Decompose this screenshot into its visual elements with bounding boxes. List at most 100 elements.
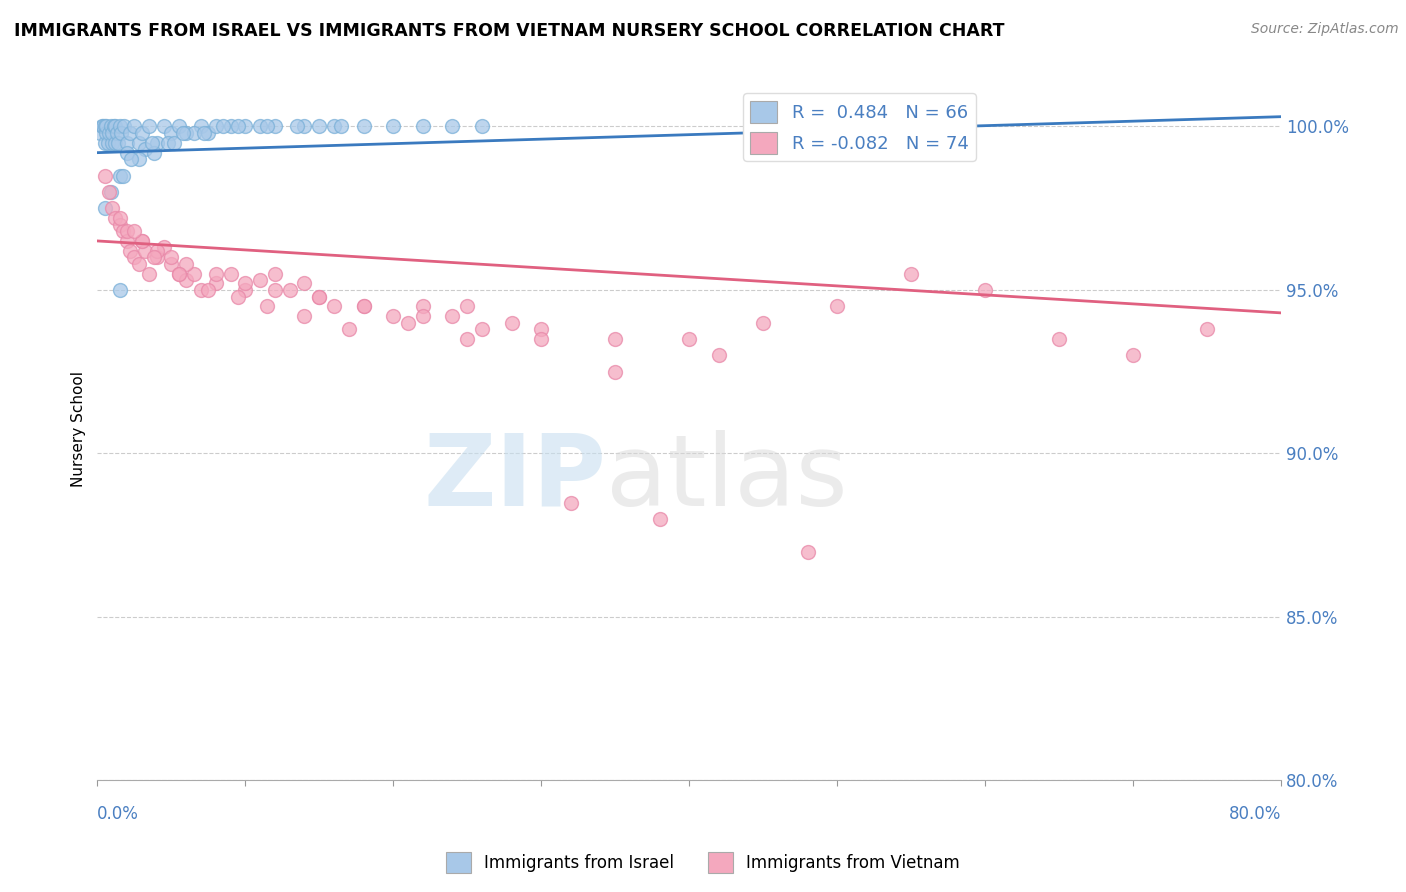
Point [115, 145, 138, 160]
Point [104, 120, 127, 134]
Point [796, 544, 818, 558]
Point [131, 234, 153, 248]
Point [308, 120, 330, 134]
Point [285, 120, 308, 134]
Point [441, 120, 464, 134]
Point [530, 322, 553, 336]
Text: Source: ZipAtlas.com: Source: ZipAtlas.com [1251, 22, 1399, 37]
Point [124, 120, 146, 134]
Point [530, 332, 553, 346]
Point [264, 120, 287, 134]
Text: 80.0%: 80.0% [1229, 805, 1281, 823]
Point [172, 126, 194, 140]
Point [124, 250, 146, 264]
Point [197, 283, 219, 297]
Point [111, 169, 134, 183]
Point [456, 332, 478, 346]
Point [134, 142, 156, 156]
Point [104, 136, 127, 150]
Point [174, 126, 197, 140]
Point [174, 257, 197, 271]
Point [219, 267, 242, 281]
Point [900, 267, 922, 281]
Point [1195, 322, 1218, 336]
Point [115, 224, 138, 238]
Point [233, 283, 256, 297]
Point [249, 273, 271, 287]
Point [108, 283, 131, 297]
Point [128, 257, 150, 271]
Point [98, 126, 121, 140]
Point [160, 250, 183, 264]
Point [382, 120, 405, 134]
Point [471, 322, 494, 336]
Point [96, 120, 118, 134]
Point [1122, 348, 1144, 362]
Point [101, 126, 124, 140]
Point [412, 309, 434, 323]
Point [212, 120, 235, 134]
Point [118, 244, 141, 258]
Point [226, 289, 249, 303]
Point [190, 283, 212, 297]
Point [94, 169, 117, 183]
Point [94, 120, 117, 134]
Point [105, 126, 128, 140]
Point [353, 299, 375, 313]
Point [382, 309, 405, 323]
Text: ZIP: ZIP [423, 430, 606, 526]
Point [124, 224, 146, 238]
Y-axis label: Nursery School: Nursery School [72, 371, 86, 487]
Point [648, 512, 671, 526]
Point [605, 365, 627, 379]
Point [264, 283, 287, 297]
Legend: Immigrants from Israel, Immigrants from Vietnam: Immigrants from Israel, Immigrants from … [440, 846, 966, 880]
Point [145, 136, 167, 150]
Point [337, 322, 360, 336]
Point [167, 120, 190, 134]
Point [456, 299, 478, 313]
Point [89, 126, 111, 140]
Point [118, 126, 141, 140]
Point [96, 126, 118, 140]
Point [128, 152, 150, 166]
Point [91, 120, 114, 134]
Point [501, 316, 523, 330]
Point [605, 332, 627, 346]
Point [111, 224, 134, 238]
Point [226, 120, 249, 134]
Point [101, 136, 124, 150]
Text: IMMIGRANTS FROM ISRAEL VS IMMIGRANTS FROM VIETNAM NURSERY SCHOOL CORRELATION CHA: IMMIGRANTS FROM ISRAEL VS IMMIGRANTS FRO… [14, 22, 1004, 40]
Point [107, 136, 129, 150]
Point [294, 309, 316, 323]
Point [142, 145, 165, 160]
Point [103, 120, 125, 134]
Point [353, 299, 375, 313]
Point [90, 120, 112, 134]
Point [108, 211, 131, 225]
Point [120, 152, 142, 166]
Point [157, 136, 180, 150]
Point [115, 136, 138, 150]
Point [1047, 332, 1070, 346]
Point [108, 120, 131, 134]
Point [134, 244, 156, 258]
Point [128, 136, 150, 150]
Point [264, 267, 287, 281]
Point [174, 273, 197, 287]
Point [471, 120, 494, 134]
Point [167, 267, 190, 281]
Point [193, 126, 215, 140]
Point [141, 136, 163, 150]
Point [294, 120, 316, 134]
Legend: R =  0.484   N = 66, R = -0.082   N = 74: R = 0.484 N = 66, R = -0.082 N = 74 [744, 94, 976, 161]
Point [219, 120, 242, 134]
Point [308, 289, 330, 303]
Point [560, 495, 582, 509]
Point [308, 289, 330, 303]
Point [204, 277, 226, 291]
Point [101, 201, 124, 215]
Point [353, 120, 375, 134]
Point [138, 120, 160, 134]
Point [153, 120, 176, 134]
